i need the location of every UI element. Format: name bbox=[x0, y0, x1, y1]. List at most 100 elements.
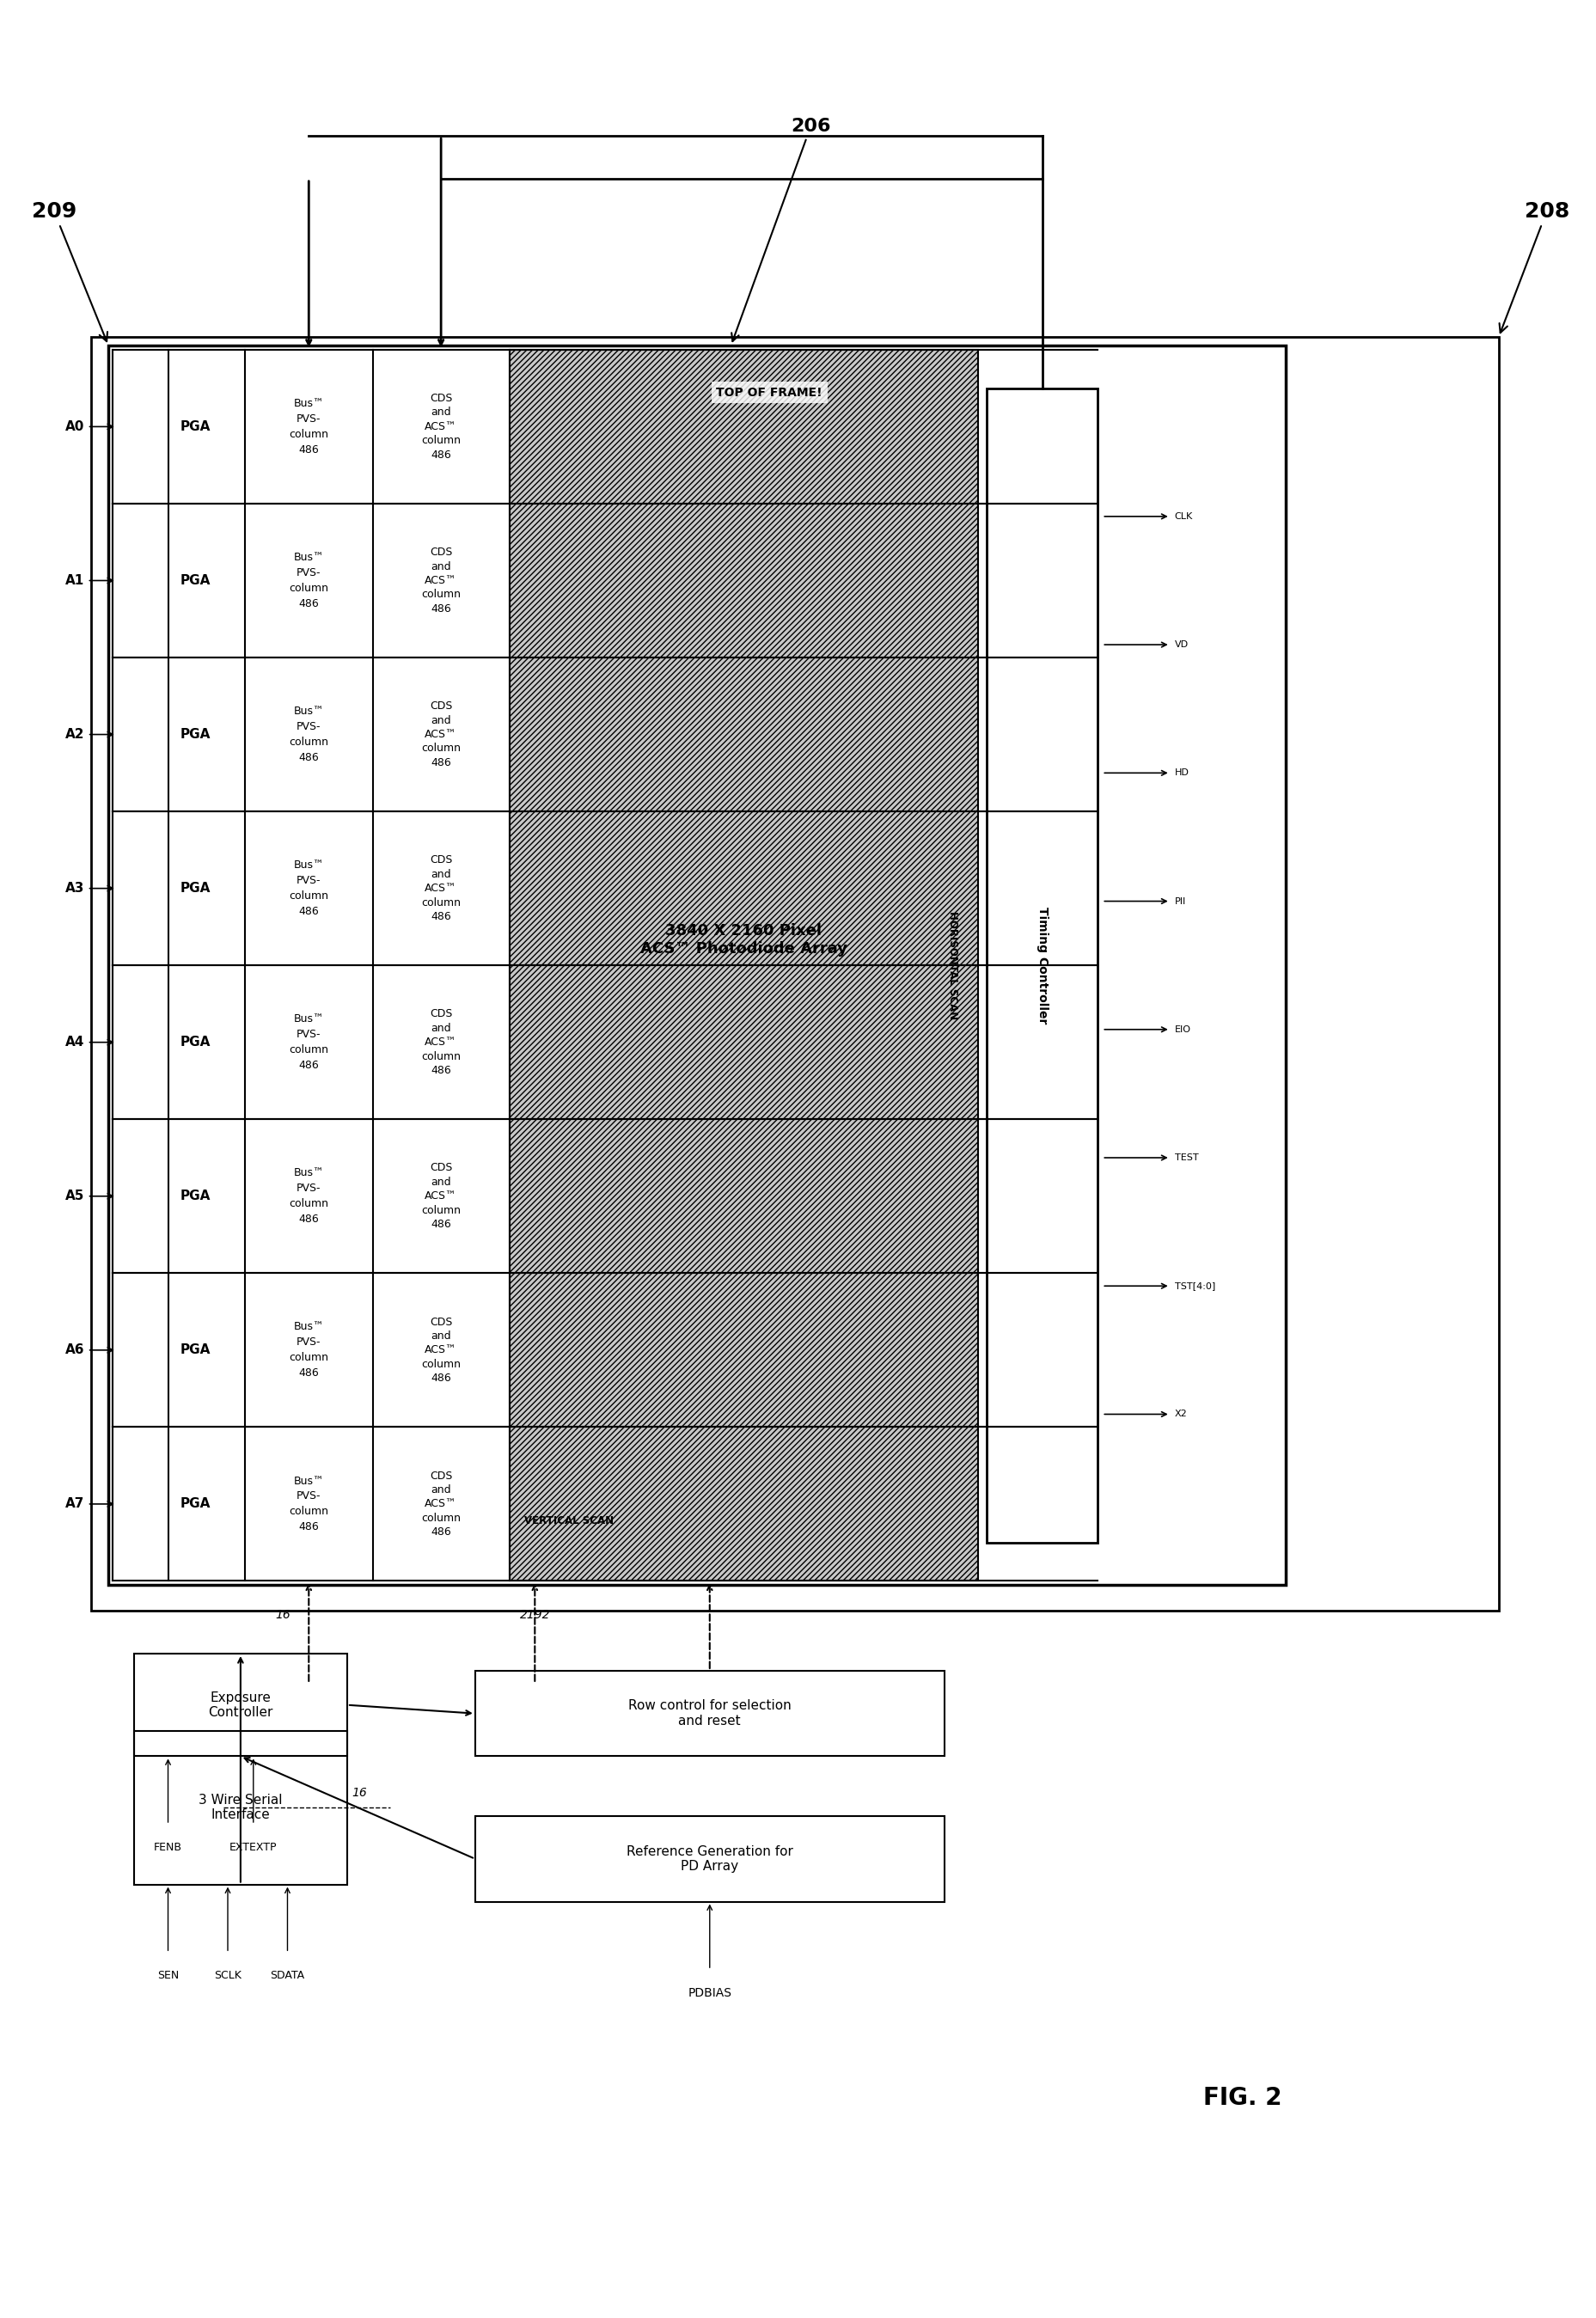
Text: column: column bbox=[289, 1198, 329, 1210]
Text: 486: 486 bbox=[298, 1368, 319, 1379]
Text: 486: 486 bbox=[431, 603, 452, 614]
Text: ACS™: ACS™ bbox=[425, 1036, 456, 1048]
Text: CLK: CLK bbox=[1175, 512, 1192, 522]
Text: column: column bbox=[421, 744, 461, 753]
Text: A1: A1 bbox=[65, 575, 113, 586]
Text: 486: 486 bbox=[431, 1064, 452, 1076]
Text: CDS: CDS bbox=[429, 1317, 452, 1328]
Text: column: column bbox=[421, 1205, 461, 1217]
Text: SEN: SEN bbox=[156, 1970, 179, 1982]
Text: PGA: PGA bbox=[180, 575, 211, 586]
Text: PVS-: PVS- bbox=[297, 876, 321, 885]
Text: TEST: TEST bbox=[1175, 1154, 1199, 1161]
Text: and: and bbox=[431, 1178, 452, 1187]
Text: PGA: PGA bbox=[180, 1036, 211, 1048]
Text: PVS-: PVS- bbox=[297, 1182, 321, 1194]
Text: VD: VD bbox=[1175, 640, 1189, 649]
Text: Bus™: Bus™ bbox=[294, 1321, 324, 1333]
Text: A6: A6 bbox=[65, 1344, 113, 1356]
Text: 3 Wire Serial
Interface: 3 Wire Serial Interface bbox=[198, 1794, 282, 1822]
Text: ACS™: ACS™ bbox=[425, 422, 456, 431]
Text: CDS: CDS bbox=[429, 700, 452, 712]
Bar bbox=[986, 387, 1098, 1541]
Text: 486: 486 bbox=[298, 751, 319, 763]
Text: and: and bbox=[431, 408, 452, 417]
Text: A7: A7 bbox=[65, 1497, 113, 1511]
Text: 16: 16 bbox=[351, 1787, 367, 1799]
Text: Reference Generation for
PD Array: Reference Generation for PD Array bbox=[626, 1845, 793, 1873]
Text: 486: 486 bbox=[298, 1059, 319, 1071]
Text: column: column bbox=[289, 582, 329, 593]
Text: PGA: PGA bbox=[180, 1497, 211, 1511]
Text: CDS: CDS bbox=[429, 1470, 452, 1481]
Text: ACS™: ACS™ bbox=[425, 1344, 456, 1356]
Text: 486: 486 bbox=[298, 1521, 319, 1532]
Text: Bus™: Bus™ bbox=[294, 1168, 324, 1178]
Text: Bus™: Bus™ bbox=[294, 860, 324, 872]
Text: 486: 486 bbox=[431, 758, 452, 767]
Text: PDBIAS: PDBIAS bbox=[688, 1987, 731, 1998]
Text: 16: 16 bbox=[276, 1609, 290, 1620]
Text: 486: 486 bbox=[298, 1215, 319, 1224]
Text: A4: A4 bbox=[65, 1036, 113, 1048]
Text: Bus™: Bus™ bbox=[294, 399, 324, 410]
Text: 486: 486 bbox=[298, 445, 319, 454]
Text: 3840 X 2160 Pixel
ACS™ Photodiode Array: 3840 X 2160 Pixel ACS™ Photodiode Array bbox=[640, 923, 847, 957]
Text: and: and bbox=[431, 869, 452, 881]
Text: CDS: CDS bbox=[429, 1008, 452, 1020]
Text: HD: HD bbox=[1175, 770, 1189, 777]
Text: column: column bbox=[421, 589, 461, 600]
Text: Bus™: Bus™ bbox=[294, 1474, 324, 1486]
Text: column: column bbox=[421, 436, 461, 447]
Text: Bus™: Bus™ bbox=[294, 1013, 324, 1025]
Text: PVS-: PVS- bbox=[297, 1029, 321, 1041]
Text: 209: 209 bbox=[32, 202, 107, 341]
Text: and: and bbox=[431, 1331, 452, 1342]
Text: VERTICAL SCAN: VERTICAL SCAN bbox=[523, 1516, 614, 1528]
Text: SDATA: SDATA bbox=[270, 1970, 305, 1982]
Text: 486: 486 bbox=[431, 1528, 452, 1537]
Text: ACS™: ACS™ bbox=[425, 1497, 456, 1509]
Text: EXTEXTP: EXTEXTP bbox=[230, 1843, 278, 1852]
Bar bbox=[476, 1815, 945, 1901]
Text: column: column bbox=[289, 1351, 329, 1363]
Text: TOP OF FRAME!: TOP OF FRAME! bbox=[717, 387, 822, 399]
Text: PGA: PGA bbox=[180, 1189, 211, 1203]
Text: CDS: CDS bbox=[429, 392, 452, 403]
Text: and: and bbox=[431, 561, 452, 573]
Text: CDS: CDS bbox=[429, 1161, 452, 1173]
Text: 2192: 2192 bbox=[520, 1609, 551, 1620]
Text: 486: 486 bbox=[431, 911, 452, 923]
Text: PVS-: PVS- bbox=[297, 1490, 321, 1502]
Bar bbox=[91, 336, 1499, 1611]
Text: Exposure
Controller: Exposure Controller bbox=[207, 1692, 273, 1720]
Bar bbox=[134, 1732, 348, 1885]
Text: Bus™: Bus™ bbox=[294, 705, 324, 716]
Text: PGA: PGA bbox=[180, 1344, 211, 1356]
Text: 208: 208 bbox=[1499, 202, 1569, 334]
Bar bbox=[476, 1671, 945, 1757]
Text: Timing Controller: Timing Controller bbox=[1036, 906, 1049, 1025]
Text: column: column bbox=[289, 737, 329, 749]
Text: SCLK: SCLK bbox=[214, 1970, 241, 1982]
Text: EIO: EIO bbox=[1175, 1025, 1191, 1034]
Text: A2: A2 bbox=[65, 728, 113, 742]
Text: column: column bbox=[289, 890, 329, 902]
Text: column: column bbox=[289, 429, 329, 440]
Text: PVS-: PVS- bbox=[297, 721, 321, 732]
Text: HORISONTAL SCAN: HORISONTAL SCAN bbox=[948, 911, 959, 1020]
Text: A3: A3 bbox=[65, 881, 113, 895]
Text: column: column bbox=[289, 1507, 329, 1518]
Text: 206: 206 bbox=[731, 118, 830, 341]
Text: PGA: PGA bbox=[180, 420, 211, 433]
Text: PVS-: PVS- bbox=[297, 568, 321, 580]
Text: Row control for selection
and reset: Row control for selection and reset bbox=[629, 1699, 792, 1727]
Text: 486: 486 bbox=[298, 598, 319, 610]
Text: ACS™: ACS™ bbox=[425, 883, 456, 895]
Text: PGA: PGA bbox=[180, 728, 211, 742]
Text: column: column bbox=[421, 1514, 461, 1523]
Text: PII: PII bbox=[1175, 897, 1186, 906]
Text: and: and bbox=[431, 1484, 452, 1495]
Text: 486: 486 bbox=[431, 450, 452, 461]
Bar bbox=[109, 345, 1285, 1586]
